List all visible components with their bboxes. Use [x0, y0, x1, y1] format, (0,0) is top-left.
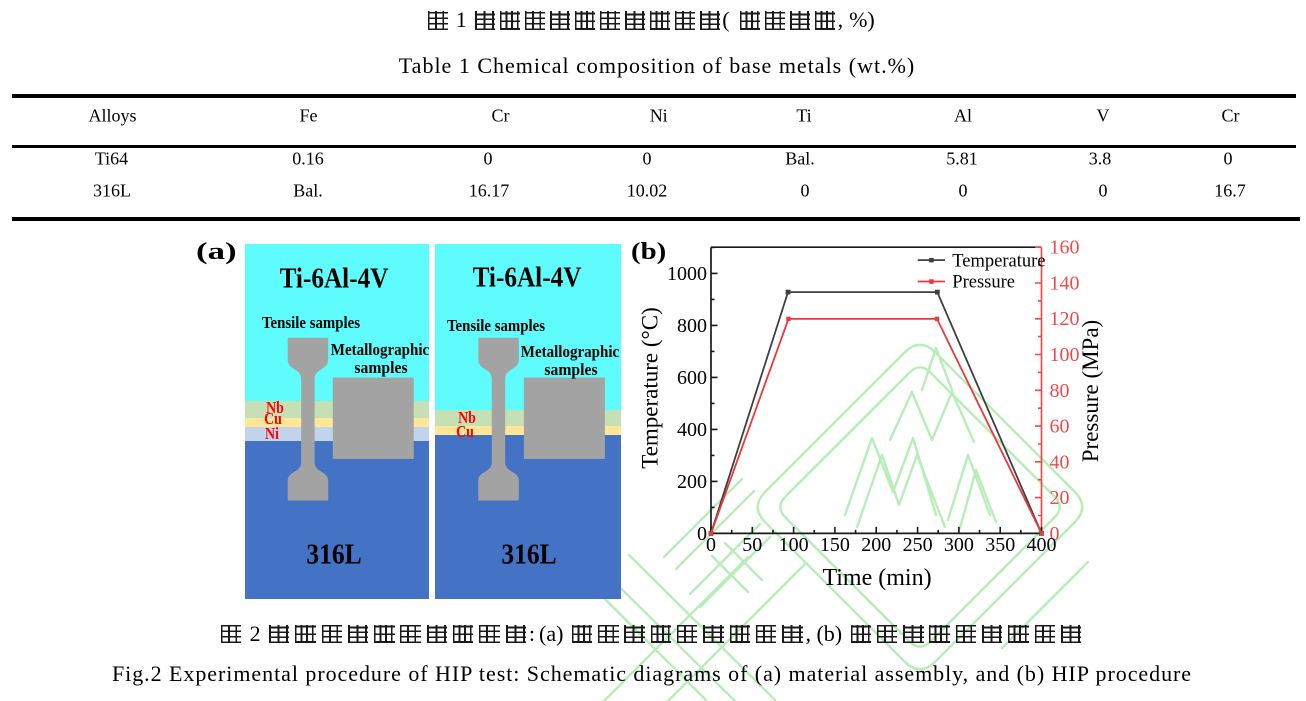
svg-text:120: 120 — [1050, 308, 1080, 330]
svg-text:Time (min): Time (min) — [822, 565, 931, 591]
svg-text:150: 150 — [820, 534, 850, 556]
svg-text:300: 300 — [944, 534, 974, 556]
svg-text:140: 140 — [1050, 273, 1080, 295]
svg-text:60: 60 — [1050, 416, 1070, 438]
svg-text:100: 100 — [1050, 344, 1080, 366]
svg-text:350: 350 — [985, 534, 1015, 556]
svg-text:0: 0 — [1050, 523, 1060, 545]
svg-text:200: 200 — [677, 471, 707, 493]
svg-text:Pressure (MPa): Pressure (MPa) — [1078, 320, 1103, 462]
svg-text:80: 80 — [1050, 380, 1070, 402]
svg-text:600: 600 — [677, 367, 707, 389]
svg-text:800: 800 — [677, 315, 707, 337]
svg-text:50: 50 — [742, 534, 762, 556]
svg-text:400: 400 — [1027, 534, 1057, 556]
svg-text:160: 160 — [1050, 237, 1080, 259]
svg-text:250: 250 — [903, 534, 933, 556]
svg-text:100: 100 — [779, 534, 809, 556]
svg-text:400: 400 — [677, 419, 707, 441]
svg-text:Temperature (°C): Temperature (°C) — [638, 307, 663, 468]
svg-text:Pressure: Pressure — [952, 273, 1015, 293]
svg-text:20: 20 — [1050, 487, 1070, 509]
svg-text:40: 40 — [1050, 451, 1070, 473]
svg-text:0: 0 — [697, 523, 707, 545]
svg-text:1000: 1000 — [667, 263, 707, 285]
svg-text:200: 200 — [861, 534, 891, 556]
svg-text:0: 0 — [706, 534, 716, 556]
svg-text:Temperature: Temperature — [952, 251, 1045, 271]
